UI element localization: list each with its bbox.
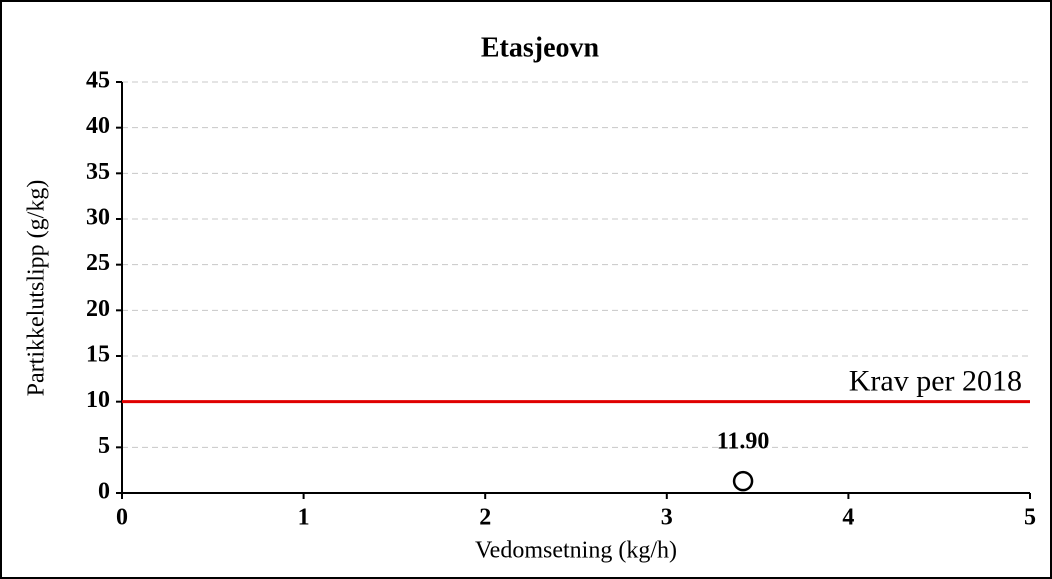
x-tick-label: 0 [116,505,128,531]
y-tick-label: 45 [86,68,110,94]
x-tick-label: 2 [479,505,491,531]
y-tick-label: 25 [86,250,110,276]
x-axis-label: Vedomsetning (kg/h) [475,538,677,564]
y-axis-label: Partikkelutslipp (g/kg) [24,180,50,397]
reference-label: Krav per 2018 [849,365,1022,398]
x-tick-label: 4 [842,505,854,531]
x-tick-label: 3 [661,505,673,531]
annotation: 11.90 [717,429,770,455]
y-tick-label: 30 [86,205,110,231]
y-tick-label: 10 [86,387,110,413]
y-tick-label: 40 [86,113,110,139]
y-tick-label: 0 [98,479,110,505]
y-tick-label: 35 [86,159,110,185]
x-tick-label: 5 [1024,505,1036,531]
x-tick-label: 1 [298,505,310,531]
point [732,470,754,492]
y-tick-label: 15 [86,342,110,368]
y-tick-label: 5 [98,433,110,459]
chart-title: Etasjeovn [481,32,600,63]
y-tick-label: 20 [86,296,110,322]
